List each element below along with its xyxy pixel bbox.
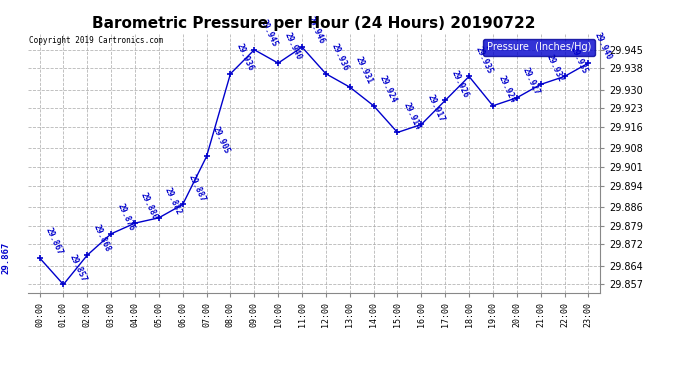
Text: 29.936: 29.936 — [235, 42, 255, 72]
Text: 29.936: 29.936 — [330, 42, 351, 72]
Legend: Pressure  (Inches/Hg): Pressure (Inches/Hg) — [483, 39, 595, 56]
Text: 29.935: 29.935 — [569, 45, 589, 75]
Text: 29.887: 29.887 — [187, 173, 208, 203]
Text: 29.868: 29.868 — [91, 224, 112, 254]
Text: 29.876: 29.876 — [115, 202, 136, 232]
Text: 29.880: 29.880 — [139, 192, 159, 222]
Text: 29.940: 29.940 — [282, 32, 303, 62]
Text: 29.935: 29.935 — [473, 45, 494, 75]
Text: Copyright 2019 Cartronics.com: Copyright 2019 Cartronics.com — [29, 36, 163, 45]
Text: 29.882: 29.882 — [163, 186, 184, 216]
Text: 29.932: 29.932 — [545, 53, 565, 83]
Text: 29.940: 29.940 — [593, 32, 613, 62]
Title: Barometric Pressure per Hour (24 Hours) 20190722: Barometric Pressure per Hour (24 Hours) … — [92, 16, 535, 31]
Text: 29.927: 29.927 — [521, 66, 542, 96]
Text: 29.931: 29.931 — [354, 56, 375, 86]
Text: 29.924: 29.924 — [497, 74, 518, 104]
Text: 29.914: 29.914 — [402, 101, 422, 131]
Text: 29.857: 29.857 — [68, 253, 88, 283]
Text: 29.946: 29.946 — [306, 15, 326, 46]
Text: 29.945: 29.945 — [259, 18, 279, 48]
Text: 29.905: 29.905 — [210, 125, 231, 155]
Text: 29.867: 29.867 — [43, 226, 64, 256]
Text: 29.917: 29.917 — [426, 93, 446, 123]
Text: 29.926: 29.926 — [449, 69, 470, 99]
Text: 29.924: 29.924 — [377, 74, 398, 104]
Text: 29.867: 29.867 — [1, 242, 10, 274]
